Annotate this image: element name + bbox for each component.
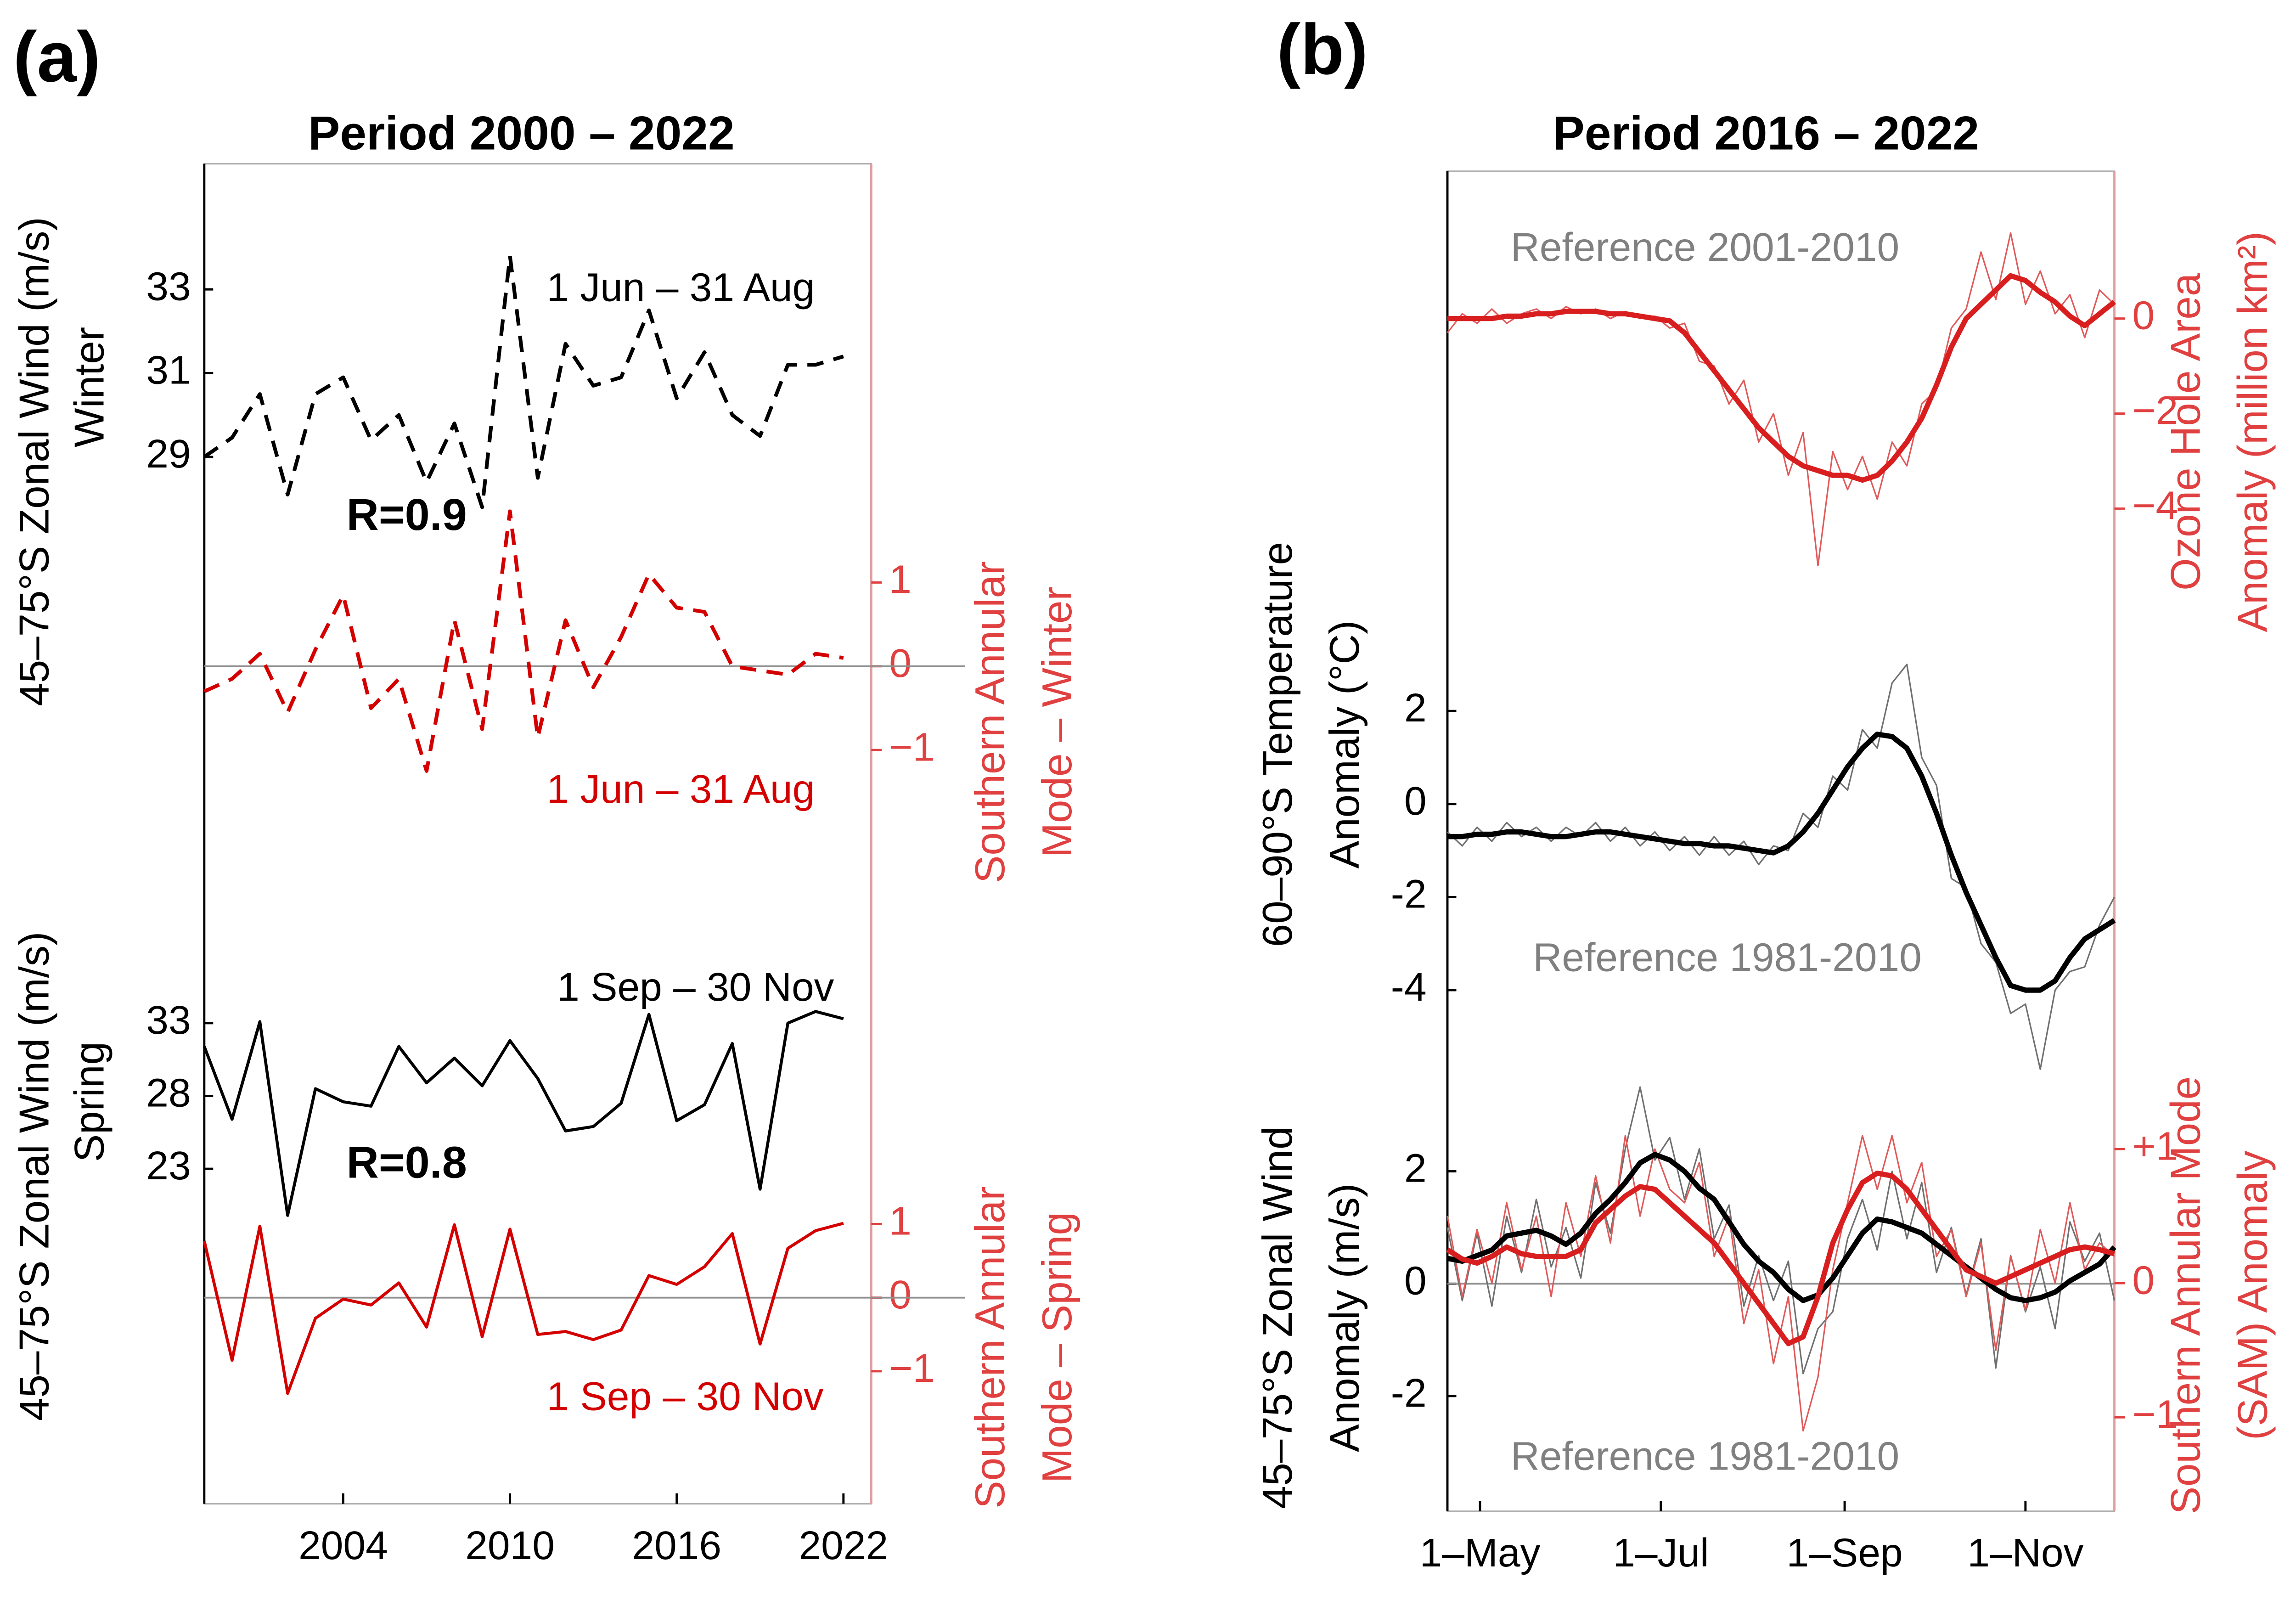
data-line xyxy=(1447,732,2116,993)
data-line xyxy=(203,1010,844,1217)
panel-label: (b) xyxy=(1277,9,1368,89)
y-axis-label: 45–75°S Zonal Wind xyxy=(1255,1127,1301,1510)
y2-axis-label: Mode – Winter xyxy=(1034,586,1080,857)
annotation: Reference 1981-2010 xyxy=(1511,1433,1900,1478)
y-axis-label: Anomaly (°C) xyxy=(1322,620,1368,869)
y-axis-label: 45–75°S Zonal Wind (m/s) xyxy=(11,932,58,1421)
x-tick-label: 1–May xyxy=(1420,1530,1541,1575)
annotation: R=0.8 xyxy=(347,1137,467,1187)
y-tick-label: 33 xyxy=(146,264,191,309)
y-axis-label: 60–90°S Temperature xyxy=(1255,542,1301,947)
y2-axis-label: Southern Annular xyxy=(967,561,1013,883)
annotation: Reference 2001-2010 xyxy=(1511,225,1900,270)
y2-tick-label: −4 xyxy=(2132,483,2178,528)
annotation: 1 Sep – 30 Nov xyxy=(557,964,834,1009)
data-line xyxy=(203,1222,844,1395)
annotation: R=0.9 xyxy=(347,490,467,540)
y2-axis-label: Ozone Hole Area xyxy=(2163,273,2209,591)
annotation: 1 Jun – 31 Aug xyxy=(546,766,815,811)
data-line xyxy=(1446,1171,2115,1346)
x-tick-label: 1–Jul xyxy=(1613,1530,1709,1575)
y2-tick-label: 0 xyxy=(2132,293,2155,338)
y2-tick-label: 0 xyxy=(2132,1257,2155,1302)
x-tick-label: 2016 xyxy=(632,1523,721,1568)
data-line xyxy=(1447,273,2116,483)
y2-axis-label: Mode – Spring xyxy=(1034,1212,1080,1483)
data-line xyxy=(1446,1152,2116,1303)
y-tick-label: 0 xyxy=(1404,1258,1427,1303)
y2-axis-label: Southern Annular xyxy=(967,1186,1013,1508)
y-tick-label: -4 xyxy=(1391,964,1427,1009)
y2-tick-label: −1 xyxy=(889,724,935,769)
y2-axis-label: (SAM) Anomaly xyxy=(2229,1150,2276,1440)
y-tick-label: 33 xyxy=(146,997,191,1042)
x-tick-label: 1–Sep xyxy=(1787,1530,1903,1575)
y-axis-label: Anomaly (m/s) xyxy=(1322,1183,1368,1452)
x-tick-label: 1–Nov xyxy=(1967,1530,2083,1575)
y2-tick-label: 0 xyxy=(889,1272,912,1317)
data-line xyxy=(203,509,844,773)
y2-axis-label: Anomaly (million km²) xyxy=(2229,231,2276,632)
x-tick-label: 2010 xyxy=(465,1523,555,1568)
data-line xyxy=(203,254,844,509)
y-tick-label: -2 xyxy=(1391,872,1427,917)
y2-tick-label: 1 xyxy=(889,1198,912,1243)
y2-axis-label: Southern Annular Mode xyxy=(2163,1076,2209,1515)
x-tick-label: 2004 xyxy=(298,1523,388,1568)
y2-tick-label: −1 xyxy=(2132,1391,2178,1436)
panel-label: (a) xyxy=(13,17,101,96)
y-tick-label: 23 xyxy=(146,1143,191,1188)
y-tick-label: 29 xyxy=(146,431,191,476)
y-tick-label: 31 xyxy=(146,348,191,393)
y-tick-label: -2 xyxy=(1391,1370,1427,1415)
y-tick-label: 0 xyxy=(1404,778,1427,823)
y2-tick-label: −2 xyxy=(2132,388,2178,433)
y-tick-label: 2 xyxy=(1404,1146,1427,1191)
data-line xyxy=(1446,664,2115,1070)
season-label: Spring xyxy=(67,1042,113,1162)
y-tick-label: 2 xyxy=(1404,685,1427,730)
y2-tick-label: 0 xyxy=(889,641,912,686)
season-label: Winter xyxy=(67,327,113,447)
annotation: 1 Sep – 30 Nov xyxy=(546,1374,824,1419)
y-axis-label: 45–75°S Zonal Wind (m/s) xyxy=(11,217,58,706)
panel-b-frame xyxy=(1446,170,2116,1512)
data-line xyxy=(1446,232,2115,567)
chart-title: Period 2000 – 2022 xyxy=(308,107,734,160)
y2-tick-label: 1 xyxy=(889,557,912,602)
annotation: 1 Jun – 31 Aug xyxy=(546,265,815,310)
annotation: Reference 1981-2010 xyxy=(1533,935,1922,980)
y-tick-label: 28 xyxy=(146,1070,191,1115)
y2-tick-label: +1 xyxy=(2132,1123,2178,1168)
x-tick-label: 2022 xyxy=(799,1523,888,1568)
chart-title: Period 2016 – 2022 xyxy=(1553,107,1979,160)
y2-tick-label: −1 xyxy=(889,1346,935,1391)
